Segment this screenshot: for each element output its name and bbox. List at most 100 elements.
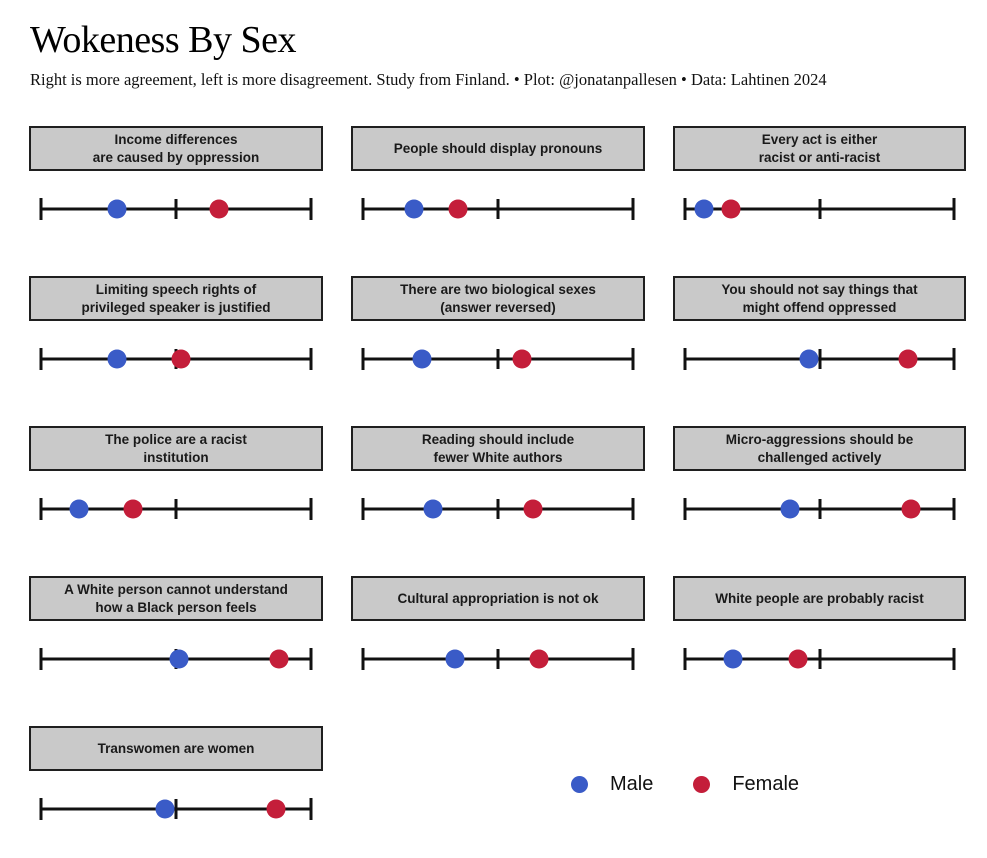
statement-title-box: Cultural appropriation is not ok (351, 576, 645, 621)
statement-axis (683, 497, 956, 521)
statement-title-box: White people are probably racist (673, 576, 966, 621)
female-legend-dot-icon (693, 775, 711, 793)
statement-axis (39, 197, 313, 221)
statement-panel: People should display pronouns (351, 126, 645, 276)
statement-title-box: Reading should include fewer White author… (351, 426, 645, 471)
statement-panel: Limiting speech rights of privileged spea… (29, 276, 323, 426)
statement-title-line: Income differences (114, 131, 238, 147)
male-dot (412, 349, 432, 369)
female-dot (523, 499, 543, 519)
statement-panel: The police are a racist institution (29, 426, 323, 576)
statement-title-line: (answer reversed) (440, 299, 556, 315)
statement-title-line: Every act is either (761, 131, 878, 147)
chart-legend: Male Female (510, 764, 860, 804)
statement-title-line: fewer White authors (433, 449, 563, 465)
female-dot (448, 199, 467, 219)
axis-tick-right (631, 648, 635, 670)
statement-title-box: People should display pronouns (351, 126, 645, 171)
axis-tick-right (631, 198, 635, 220)
statement-title-line: Reading should include (421, 431, 575, 447)
axis-tick-right (309, 198, 313, 220)
statement-title-line: Cultural appropriation is not ok (397, 590, 599, 606)
statement-title-line: institution (143, 449, 209, 465)
female-dot (529, 649, 548, 669)
female-dot (901, 499, 921, 519)
statement-title-line: The police are a racist (105, 431, 247, 447)
statement-axis (361, 647, 635, 671)
statement-axis (361, 347, 635, 371)
statement-axis (683, 197, 956, 221)
statement-title-box: The police are a racist institution (29, 426, 323, 471)
axis-tick-left (361, 348, 365, 370)
statement-title-line: racist or anti-racist (758, 149, 881, 165)
female-dot (209, 199, 229, 219)
statement-axis (39, 647, 313, 671)
statement-title-line: are caused by oppression (92, 149, 260, 165)
axis-tick-mid (496, 349, 500, 369)
statement-title-box: Income differences are caused by oppressi… (29, 126, 323, 171)
statement-title-box: There are two biological sexes (answer re… (351, 276, 645, 321)
statement-title-line: Transwomen are women (97, 740, 255, 756)
page-subtitle: Right is more agreement, left is more di… (30, 70, 827, 89)
axis-tick-right (952, 498, 956, 520)
axis-tick-mid (174, 799, 178, 819)
statement-axis (361, 197, 635, 221)
statement-panel: Cultural appropriation is not ok (351, 576, 645, 726)
axis-tick-left (361, 198, 365, 220)
male-dot (107, 349, 127, 369)
male-dot (694, 199, 714, 219)
statement-title-box: Transwomen are women (29, 726, 323, 771)
female-dot (123, 499, 143, 519)
statement-title-line: A White person cannot understand (64, 581, 288, 597)
statement-title-line: how a Black person feels (95, 599, 257, 615)
statement-title-line: You should not say things that (721, 281, 918, 297)
statement-panel: Reading should include fewer White author… (351, 426, 645, 576)
axis-tick-left (39, 798, 43, 820)
statement-axis (683, 347, 956, 371)
axis-tick-right (952, 348, 956, 370)
female-dot (269, 649, 289, 669)
male-dot (107, 199, 127, 219)
axis-tick-mid (818, 649, 821, 669)
axis-tick-left (361, 498, 365, 520)
female-dot (171, 349, 191, 369)
page-title: Wokeness By Sex (30, 19, 296, 61)
male-dot (423, 499, 443, 519)
axis-tick-left (361, 648, 365, 670)
male-dot (445, 649, 465, 669)
axis-tick-right (952, 648, 956, 670)
statement-panel: You should not say things that might offe… (673, 276, 966, 426)
statement-panel: A White person cannot understand how a Bl… (29, 576, 323, 726)
male-legend-label: Male (609, 772, 654, 795)
statement-title-line: There are two biological sexes (400, 281, 596, 297)
statement-title-line: White people are probably racist (715, 590, 924, 606)
female-legend-label: Female (732, 772, 800, 795)
axis-tick-left (39, 348, 43, 370)
axis-tick-mid (174, 499, 178, 519)
axis-tick-right (631, 498, 635, 520)
female-dot (266, 799, 286, 819)
axis-tick-left (683, 648, 687, 670)
axis-tick-right (631, 348, 635, 370)
statement-title-box: A White person cannot understand how a Bl… (29, 576, 323, 621)
female-dot (898, 349, 918, 369)
axis-tick-left (683, 498, 687, 520)
male-dot (404, 199, 424, 219)
statement-axis (39, 797, 313, 821)
statement-axis (39, 347, 313, 371)
statement-title-line: challenged actively (757, 449, 882, 465)
statement-title-box: Limiting speech rights of privileged spea… (29, 276, 323, 321)
statement-title-line: People should display pronouns (393, 140, 603, 156)
axis-tick-mid (496, 499, 500, 519)
axis-tick-right (309, 498, 313, 520)
statement-panel: Transwomen are women (29, 726, 323, 858)
male-dot (69, 499, 89, 519)
axis-tick-right (309, 798, 313, 820)
axis-tick-mid (496, 199, 500, 219)
statement-title-box: You should not say things that might offe… (673, 276, 966, 321)
axis-tick-left (683, 198, 687, 220)
axis-tick-left (39, 198, 43, 220)
female-dot (512, 349, 532, 369)
axis-tick-right (309, 648, 313, 670)
